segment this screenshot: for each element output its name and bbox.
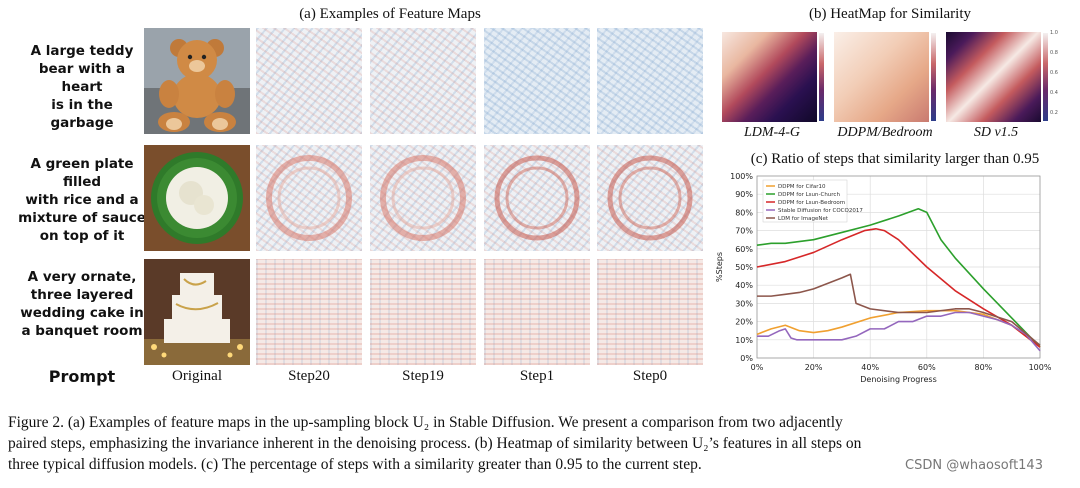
caption-line-2: paired steps, emphasizing the invariance… — [8, 435, 862, 452]
panel-b-title: (b) HeatMap for Similarity — [808, 6, 972, 22]
original-image-cake — [144, 259, 250, 365]
x-axis-label: Denoising Progress — [860, 375, 937, 384]
colorbar-ldm — [819, 33, 824, 121]
figure-caption: Figure 2. (a) Examples of feature maps i… — [8, 412, 1076, 475]
feature-map-cake-step20 — [256, 259, 362, 365]
column-label-step20: Step20 — [288, 368, 330, 384]
panel-c-title: (c) Ratio of steps that similarity large… — [750, 151, 1040, 167]
feature-map-teddy-step1 — [484, 28, 590, 134]
y-tick-label: 80% — [735, 208, 753, 217]
y-tick-label: 20% — [735, 318, 753, 327]
prompt-1: A large teddy bear with a heart is in the … — [30, 43, 134, 131]
x-tick-label: 100% — [1029, 363, 1052, 372]
series-line-4 — [757, 273, 1041, 346]
feature-map-rice-step19 — [370, 145, 476, 251]
ratio-line-chart: 0% 10% 20% 30% 40% 50% 60% 70% 80% 90% 100% 0% 20% 40… — [715, 172, 1052, 384]
colorbar-tick-labels: 1.0 0.8 0.6 0.4 0.2 — [1050, 30, 1058, 116]
legend-entry: DDPM for Lsun-Church — [778, 192, 840, 198]
legend-entry: LDM for ImageNet — [778, 216, 829, 222]
feature-map-cake-step19 — [370, 259, 476, 365]
feature-map-cake-step0 — [597, 259, 703, 365]
x-tick-label: 20% — [805, 363, 823, 372]
prompt-3: A very ornate, three layered wedding cake … — [20, 269, 144, 339]
y-tick-label: 30% — [735, 299, 753, 308]
feature-map-rice-step0 — [597, 145, 703, 251]
y-tick-label: 50% — [735, 263, 753, 272]
panel-a-title: (a) Examples of Feature Maps — [299, 6, 481, 22]
series-line-3 — [757, 311, 1041, 352]
feature-map-cake-step1 — [484, 259, 590, 365]
legend-box — [762, 179, 848, 223]
legend-entry: Stable Diffusion for COCO2017 — [778, 208, 863, 214]
legend-entry: DDPM for Lsun-Bedroom — [778, 200, 845, 206]
y-tick-label: 0% — [740, 354, 753, 363]
y-axis-label: %Steps — [715, 252, 724, 282]
colorbar-sd — [1043, 33, 1048, 121]
column-label-step1: Step1 — [519, 368, 555, 384]
caption-line-1: Figure 2. (a) Examples of feature maps i… — [8, 414, 843, 431]
x-tick-label: 40% — [861, 363, 879, 372]
prompt-2: A green plate filled with rice and a mixtu… — [18, 156, 146, 244]
heatmap-label-sd: SD v1.5 — [973, 125, 1019, 140]
colorbar-ddpm — [931, 33, 936, 121]
feature-map-teddy-step20 — [256, 28, 362, 134]
y-tick-label: 10% — [735, 336, 753, 345]
x-tick-label: 0% — [751, 363, 764, 372]
feature-map-teddy-step0 — [597, 28, 703, 134]
heatmap-sd — [946, 32, 1041, 122]
y-tick-label: 100% — [730, 172, 753, 181]
x-tick-label: 60% — [918, 363, 936, 372]
original-image-rice — [144, 145, 250, 251]
caption-line-3: three typical diffusion models. (c) The … — [8, 456, 702, 473]
y-tick-label: 70% — [735, 227, 753, 236]
series-line-0 — [756, 309, 1041, 348]
prompt-label: Prompt — [48, 367, 116, 386]
series-line-1 — [756, 207, 1041, 348]
heatmap-ldm — [722, 32, 817, 122]
feature-map-rice-step1 — [484, 145, 590, 251]
column-label-step19: Step19 — [402, 368, 444, 384]
watermark: CSDN @whaosoft143 — [905, 458, 1043, 473]
heatmap-ddpm-bedroom — [834, 32, 929, 122]
y-tick-label: 60% — [735, 245, 753, 254]
original-image-teddy — [144, 28, 250, 134]
heatmap-label-ldm: LDM-4-G — [744, 125, 800, 140]
column-label-step0: Step0 — [632, 368, 668, 384]
y-tick-label: 90% — [735, 190, 753, 199]
heatmap-label-ddpm: DDPM/Bedroom — [837, 125, 933, 140]
x-tick-label: 80% — [975, 363, 993, 372]
y-tick-label: 40% — [735, 281, 753, 290]
series-line-2 — [756, 227, 1041, 348]
feature-map-rice-step20 — [256, 145, 362, 251]
feature-map-teddy-step19 — [370, 28, 476, 134]
column-label-original: Original — [172, 368, 222, 384]
legend-entry: DDPM for Cifar10 — [778, 184, 826, 190]
